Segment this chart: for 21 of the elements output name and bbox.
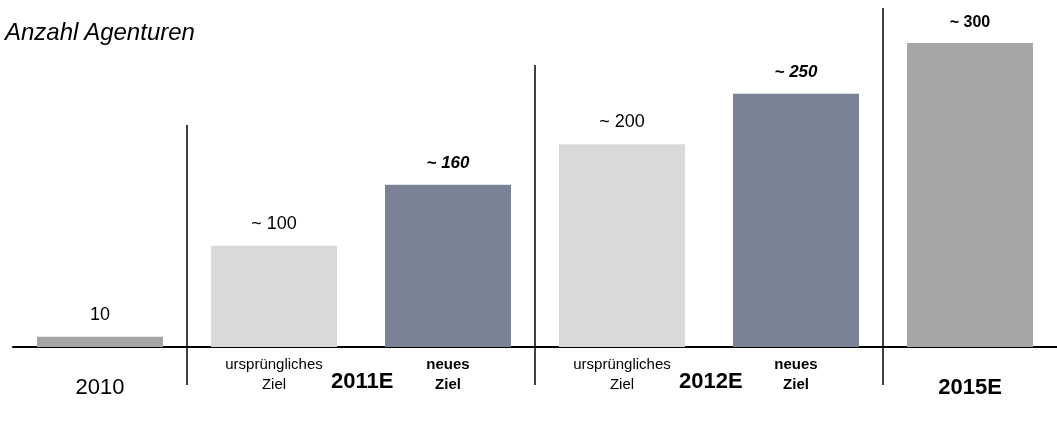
bar — [907, 43, 1033, 347]
x-tick-label: 2015E — [938, 373, 1002, 399]
text: 2011E — [331, 367, 394, 393]
bar — [733, 93, 859, 347]
x-tick-label: neues Ziel — [426, 354, 470, 392]
data-label: ~ 200 — [599, 111, 645, 132]
chart-title: Anzahl Agenturen — [3, 17, 195, 45]
x-tick-label: neues Ziel — [774, 354, 818, 392]
bar — [211, 245, 337, 347]
data-label: ~ 160 — [426, 152, 471, 172]
bar — [37, 336, 163, 347]
bar — [559, 144, 685, 347]
data-label: ~ 250 — [774, 61, 819, 81]
x-tick-label: ursprüngliches Ziel — [573, 354, 671, 392]
bar — [385, 184, 511, 347]
x-tick-label: ursprüngliches Ziel — [225, 354, 323, 392]
text: 2012E — [679, 367, 743, 393]
x-tick-label: 2010 — [75, 373, 125, 399]
data-label: 10 — [89, 303, 111, 324]
data-label: ~ 100 — [251, 212, 297, 233]
data-label: ~ 300 — [949, 12, 991, 30]
